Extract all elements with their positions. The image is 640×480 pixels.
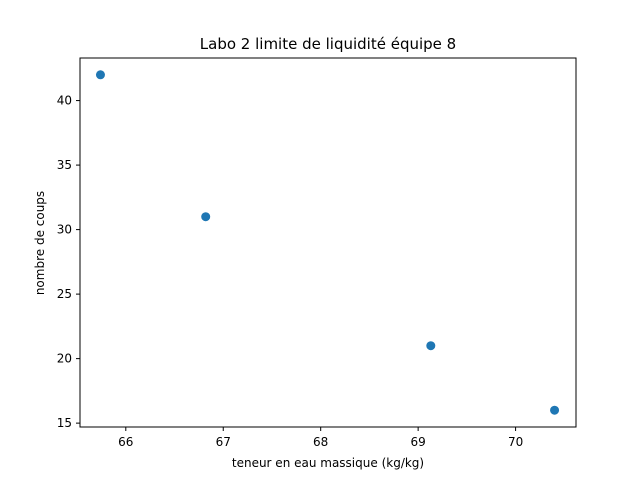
data-point: [426, 341, 436, 351]
chart-title: Labo 2 limite de liquidité équipe 8: [200, 35, 456, 53]
data-point: [201, 212, 211, 222]
plot-area: 66 67 68 69 70 15 20 25 30 35 40: [57, 57, 577, 449]
x-tick-label: 67: [216, 435, 231, 449]
data-point: [550, 405, 560, 415]
x-axis-label: teneur en eau massique (kg/kg): [232, 456, 424, 470]
axes-frame: [79, 57, 577, 428]
x-tick-label: 70: [508, 435, 523, 449]
y-axis-label: nombre de coups: [33, 191, 47, 295]
y-tick-label: 35: [57, 158, 72, 172]
data-point: [95, 70, 105, 80]
y-tick-label: 40: [57, 94, 72, 108]
y-tick-label: 20: [57, 352, 72, 366]
x-tick-label: 66: [118, 435, 133, 449]
y-tick-label: 15: [57, 416, 72, 430]
x-tick-label: 68: [313, 435, 328, 449]
y-tick-label: 30: [57, 223, 72, 237]
x-tick-label: 69: [410, 435, 425, 449]
y-tick-label: 25: [57, 287, 72, 301]
